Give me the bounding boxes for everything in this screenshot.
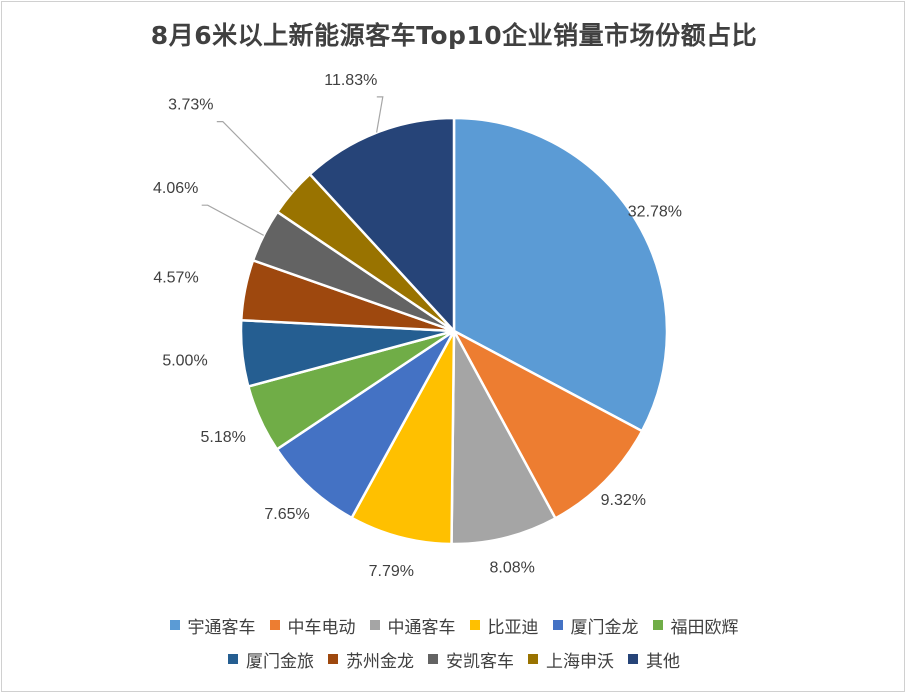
legend-item: 宇通客车 bbox=[169, 613, 256, 638]
legend-label: 其他 bbox=[646, 651, 680, 672]
legend-label: 上海申沃 bbox=[546, 651, 614, 672]
legend-item: 其他 bbox=[628, 647, 680, 672]
data-label-4: 7.79% bbox=[369, 563, 414, 580]
legend-item: 苏州金龙 bbox=[328, 647, 414, 672]
legend-item: 中通客车 bbox=[369, 613, 456, 638]
legend-swatch bbox=[169, 620, 180, 630]
leader-line-10 bbox=[216, 120, 293, 193]
legend-item: 安凯客车 bbox=[428, 647, 514, 672]
data-label-6: 5.18% bbox=[201, 429, 246, 446]
pie-slice-4 bbox=[350, 329, 456, 546]
data-label-2: 9.32% bbox=[601, 492, 646, 509]
legend-swatch bbox=[369, 620, 380, 630]
pie-chart: 32.78% 9.32% 8.08% 7.79% 7.65% 5.18% 5.00% 4.57… bbox=[153, 72, 682, 580]
legend-label: 比亚迪 bbox=[487, 617, 539, 638]
legend-swatch bbox=[628, 654, 638, 664]
data-label-3: 8.08% bbox=[490, 560, 535, 577]
data-label-10: 3.73% bbox=[168, 97, 213, 114]
data-label-7: 5.00% bbox=[162, 353, 207, 370]
legend-label: 中车电动 bbox=[287, 617, 356, 638]
legend-label: 宇通客车 bbox=[187, 617, 256, 638]
pie-slice-3 bbox=[450, 329, 557, 546]
data-label-1: 32.78% bbox=[628, 203, 682, 220]
legend-item: 中车电动 bbox=[269, 613, 356, 638]
legend-swatch bbox=[328, 654, 338, 664]
legend-swatch bbox=[652, 620, 663, 630]
data-label-5: 7.65% bbox=[264, 506, 309, 523]
data-label-11: 11.83% bbox=[324, 72, 377, 89]
legend-swatch bbox=[528, 654, 538, 664]
legend-item: 厦门金旅 bbox=[228, 647, 314, 672]
legend-item: 厦门金龙 bbox=[552, 613, 639, 638]
legend-swatch bbox=[269, 620, 280, 630]
legend-item: 福田欧辉 bbox=[652, 613, 739, 638]
legend-label: 福田欧辉 bbox=[670, 617, 739, 638]
legend-label: 中通客车 bbox=[387, 617, 456, 638]
chart-title: 8月6米以上新能源客车Top10企业销量市场份额占比 bbox=[150, 21, 758, 50]
legend-label: 厦门金旅 bbox=[246, 651, 314, 672]
legend-row-2: 厦门金旅 苏州金龙 安凯客车 上海申沃 其他 bbox=[0, 642, 908, 676]
data-label-9: 4.06% bbox=[153, 180, 198, 197]
legend-swatch bbox=[228, 654, 238, 664]
legend-label: 苏州金龙 bbox=[346, 651, 414, 672]
legend-label: 安凯客车 bbox=[446, 651, 514, 672]
legend-item: 上海申沃 bbox=[528, 647, 614, 672]
legend-label: 厦门金龙 bbox=[570, 617, 639, 638]
pie-slice-11 bbox=[308, 116, 456, 333]
legend: 宇通客车 中车电动 中通客车 比亚迪 厦门金龙 福田欧辉厦门金旅 苏州金龙 安凯客车 上海申沃 其… bbox=[0, 608, 908, 676]
leader-line-9 bbox=[201, 204, 264, 236]
legend-item: 比亚迪 bbox=[469, 613, 539, 638]
legend-swatch bbox=[469, 620, 480, 630]
pie-slice-5 bbox=[275, 329, 456, 520]
data-label-8: 4.57% bbox=[153, 269, 198, 286]
pie-slice-1 bbox=[452, 116, 669, 433]
legend-row-1: 宇通客车 中车电动 中通客车 比亚迪 厦门金龙 福田欧辉 bbox=[0, 608, 908, 642]
legend-swatch bbox=[552, 620, 563, 630]
leader-line-11 bbox=[376, 96, 384, 133]
legend-swatch bbox=[428, 654, 438, 664]
pie-slice-2 bbox=[452, 329, 644, 520]
